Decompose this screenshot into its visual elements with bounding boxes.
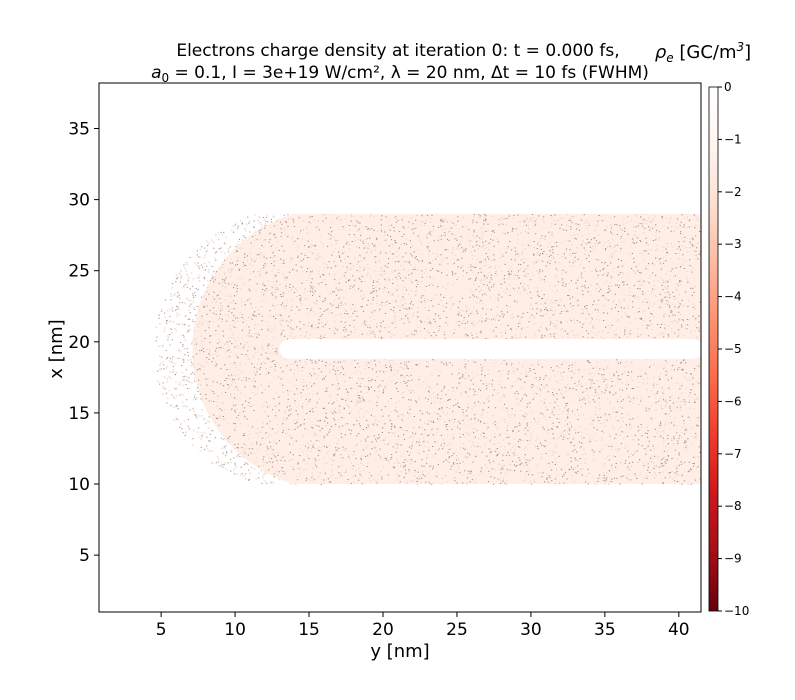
- title-params: = 0.1, I = 3e+19 W/cm², λ = 20 nm, Δt = …: [169, 63, 649, 83]
- plot-area: [98, 82, 702, 613]
- cbar-tick-label: −2: [724, 185, 742, 199]
- y-tick-label: 35: [68, 120, 90, 140]
- y-tick-label: 30: [68, 191, 90, 211]
- cbar-tick-label: −5: [724, 342, 742, 356]
- x-tick-label: 40: [668, 620, 690, 640]
- x-tick-label: 35: [594, 620, 616, 640]
- chart-title-line1: Electrons charge density at iteration 0:…: [176, 41, 619, 61]
- cbar-unit-close: ]: [744, 42, 751, 63]
- cbar-tick-label: −9: [724, 552, 742, 566]
- x-axis-ticks: 5 10 15 20 25 30 35 40: [156, 612, 690, 640]
- x-tick-label: 20: [372, 620, 394, 640]
- y-tick-label: 5: [79, 546, 90, 566]
- y-axis-ticks: 5 10 15 20 25 30 35: [68, 120, 99, 566]
- title-a-subscript: 0: [161, 71, 169, 85]
- cbar-tick-label: −8: [724, 499, 742, 513]
- y-tick-label: 25: [68, 262, 90, 282]
- colorbar-label: ρe [GC/m3]: [655, 40, 751, 65]
- cbar-tick-label: −7: [724, 447, 742, 461]
- title-a-symbol: a: [151, 63, 161, 83]
- x-tick-label: 25: [446, 620, 468, 640]
- y-tick-label: 20: [68, 333, 90, 353]
- x-tick-label: 10: [224, 620, 246, 640]
- cbar-e-subscript: e: [666, 51, 673, 65]
- cbar-unit-exponent: 3: [737, 40, 745, 54]
- plot-frame: [98, 82, 702, 613]
- cbar-tick-label: −10: [724, 604, 749, 618]
- y-axis-label: x [nm]: [46, 319, 67, 378]
- colorbar-gradient: [708, 86, 719, 612]
- x-tick-label: 15: [298, 620, 320, 640]
- y-tick-label: 15: [68, 404, 90, 424]
- y-tick-label: 10: [68, 475, 90, 495]
- cbar-tick-label: −3: [724, 237, 742, 251]
- colorbar: 0 −1 −2 −3 −4 −5 −6 −7 −8 −9 −10 ρe [GC/m3]: [655, 40, 751, 618]
- density-slit: [279, 338, 701, 359]
- cbar-tick-label: −4: [724, 290, 742, 304]
- cbar-rho-symbol: ρ: [655, 42, 667, 63]
- cbar-tick-label: 0: [724, 80, 732, 94]
- x-tick-label: 30: [520, 620, 542, 640]
- x-tick-label: 5: [156, 620, 167, 640]
- cbar-tick-label: −1: [724, 132, 742, 146]
- cbar-tick-label: −6: [724, 394, 742, 408]
- cbar-unit: [GC/m: [674, 42, 737, 63]
- x-axis-label: y [nm]: [370, 641, 429, 662]
- density-speckle-light: [155, 213, 701, 486]
- chart-title-line2: a0 = 0.1, I = 3e+19 W/cm², λ = 20 nm, Δt…: [151, 63, 649, 85]
